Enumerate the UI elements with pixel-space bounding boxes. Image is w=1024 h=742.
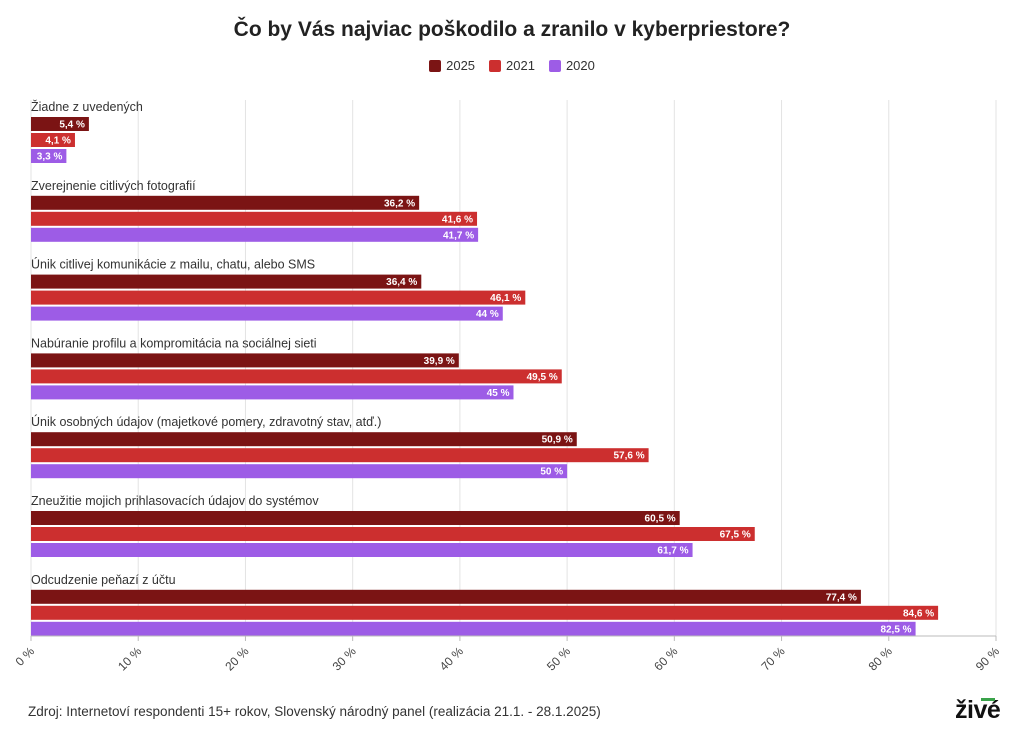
bar-value-label: 39,9 % [424, 356, 455, 367]
chart-title: Čo by Vás najviac poškodilo a zranilo v … [233, 18, 791, 41]
legend-item-2020: 2020 [548, 58, 595, 73]
bar-chart: Žiadne z uvedených 5,4 % 4,1 % 3,3 % Zverejn… [13, 99, 1003, 673]
bar-value-label: 4,1 % [45, 136, 71, 147]
x-tick-label: 50 % [544, 644, 573, 673]
legend-swatch [429, 59, 442, 72]
bar-value-label: 36,2 % [384, 198, 415, 209]
bar-2025 [31, 511, 680, 525]
source-note: Zdroj: Internetoví respondenti 15+ rokov… [28, 704, 601, 719]
bar-value-label: 45 % [487, 388, 510, 399]
bar-value-label: 60,5 % [645, 514, 676, 525]
x-tick-label: 40 % [437, 644, 466, 673]
bar-2025 [31, 117, 89, 131]
legend-item-2021: 2021 [489, 58, 535, 73]
bar-2021 [31, 605, 939, 620]
bar-value-label: 50 % [540, 467, 563, 478]
bar-value-label: 46,1 % [490, 293, 521, 304]
bar-2025 [31, 589, 861, 604]
bar-value-label: 41,6 % [442, 214, 473, 225]
category-label: Žiadne z uvedených [31, 99, 143, 114]
category-label: Zneužitie mojich prihlasovacích údajov d… [31, 494, 319, 508]
category-label: Nabúranie profilu a kompromitácia na soc… [31, 336, 317, 350]
bar-2025 [31, 274, 422, 289]
bar-value-label: 41,7 % [443, 230, 474, 241]
bar-value-label: 50,9 % [542, 435, 573, 446]
bar-2021 [31, 211, 478, 226]
bar-2020 [31, 464, 568, 479]
x-tick-label: 80 % [866, 644, 895, 673]
bar-2020 [31, 385, 514, 400]
logo-accent [981, 698, 995, 701]
x-tick-label: 90 % [973, 644, 1002, 673]
legend-swatch [548, 59, 561, 72]
bar-value-label: 36,4 % [386, 277, 417, 288]
x-tick-label: 10 % [115, 644, 144, 673]
bar-2021 [31, 290, 526, 305]
bar-2021 [31, 448, 649, 463]
bar-2020 [31, 149, 67, 163]
category-label: Zverejnenie citlivých fotografií [31, 179, 196, 193]
bar-2025 [31, 195, 420, 210]
zive-logo: živé [955, 696, 1001, 724]
bar-2020 [31, 543, 693, 557]
bar-value-label: 44 % [476, 309, 499, 320]
bar-value-label: 5,4 % [59, 120, 85, 131]
bar-value-label: 49,5 % [527, 372, 558, 383]
bar-2025 [31, 353, 459, 368]
bar-value-label: 77,4 % [826, 592, 857, 603]
bar-2021 [31, 133, 75, 147]
legend-label: 2021 [506, 58, 535, 73]
category-label: Odcudzenie peňazí z účtu [31, 573, 176, 587]
category-label: Únik citlivej komunikácie z mailu, chatu… [31, 257, 315, 272]
bar-value-label: 3,3 % [37, 152, 63, 163]
bar-2020 [31, 227, 479, 242]
x-tick-label: 20 % [222, 644, 251, 673]
bar-2021 [31, 527, 755, 541]
bar-value-label: 82,5 % [880, 624, 911, 635]
x-tick-label: 70 % [758, 644, 787, 673]
bar-value-label: 57,6 % [613, 451, 644, 462]
x-tick-label: 30 % [330, 644, 359, 673]
legend-item-2025: 2025 [429, 58, 475, 73]
bar-2020 [31, 306, 503, 321]
x-tick-label: 0 % [13, 644, 38, 669]
bar-value-label: 61,7 % [657, 546, 688, 557]
category-label: Únik osobných údajov (majetkové pomery, … [31, 414, 381, 429]
legend: 2025 2021 2020 [0, 58, 1024, 73]
legend-swatch [489, 59, 502, 72]
legend-label: 2025 [446, 58, 476, 73]
bar-value-label: 84,6 % [903, 608, 934, 619]
bar-2025 [31, 432, 577, 447]
bar-2020 [31, 621, 916, 636]
bar-2021 [31, 369, 562, 384]
legend-label: 2020 [565, 58, 595, 73]
x-tick-label: 60 % [651, 644, 680, 673]
bar-value-label: 67,5 % [720, 530, 751, 541]
